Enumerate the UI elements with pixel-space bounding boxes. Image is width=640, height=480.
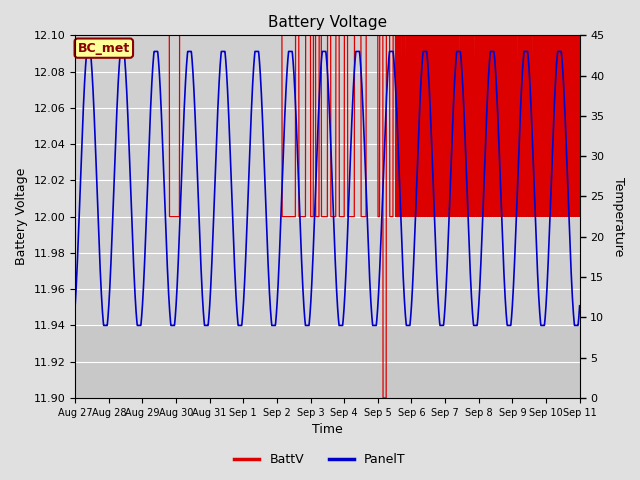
Legend: BattV, PanelT: BattV, PanelT	[229, 448, 411, 471]
Title: Battery Voltage: Battery Voltage	[268, 15, 387, 30]
Bar	[75, 325, 580, 398]
Y-axis label: Temperature: Temperature	[612, 177, 625, 256]
Text: BC_met: BC_met	[77, 42, 130, 55]
Y-axis label: Battery Voltage: Battery Voltage	[15, 168, 28, 265]
X-axis label: Time: Time	[312, 423, 343, 436]
